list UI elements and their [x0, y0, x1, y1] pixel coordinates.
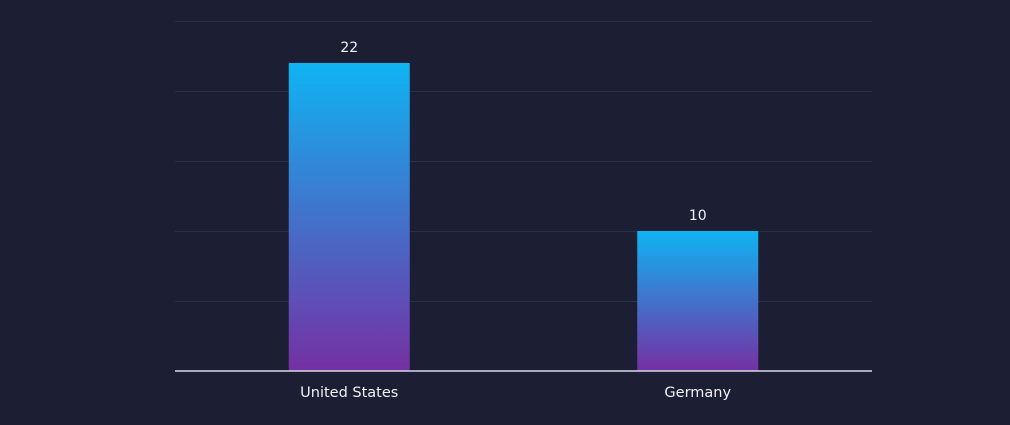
x-tick-labels: United States Germany — [300, 385, 731, 401]
bar-united-states[interactable] — [288, 63, 410, 371]
bars — [288, 63, 759, 371]
gridlines — [175, 21, 872, 302]
x-tick-label: United States — [300, 385, 398, 401]
data-labels: 22 10 — [340, 40, 706, 224]
x-tick-label: Germany — [664, 385, 731, 401]
data-label: 10 — [689, 208, 707, 224]
data-label: 22 — [340, 40, 358, 56]
bar-germany[interactable] — [637, 231, 759, 371]
